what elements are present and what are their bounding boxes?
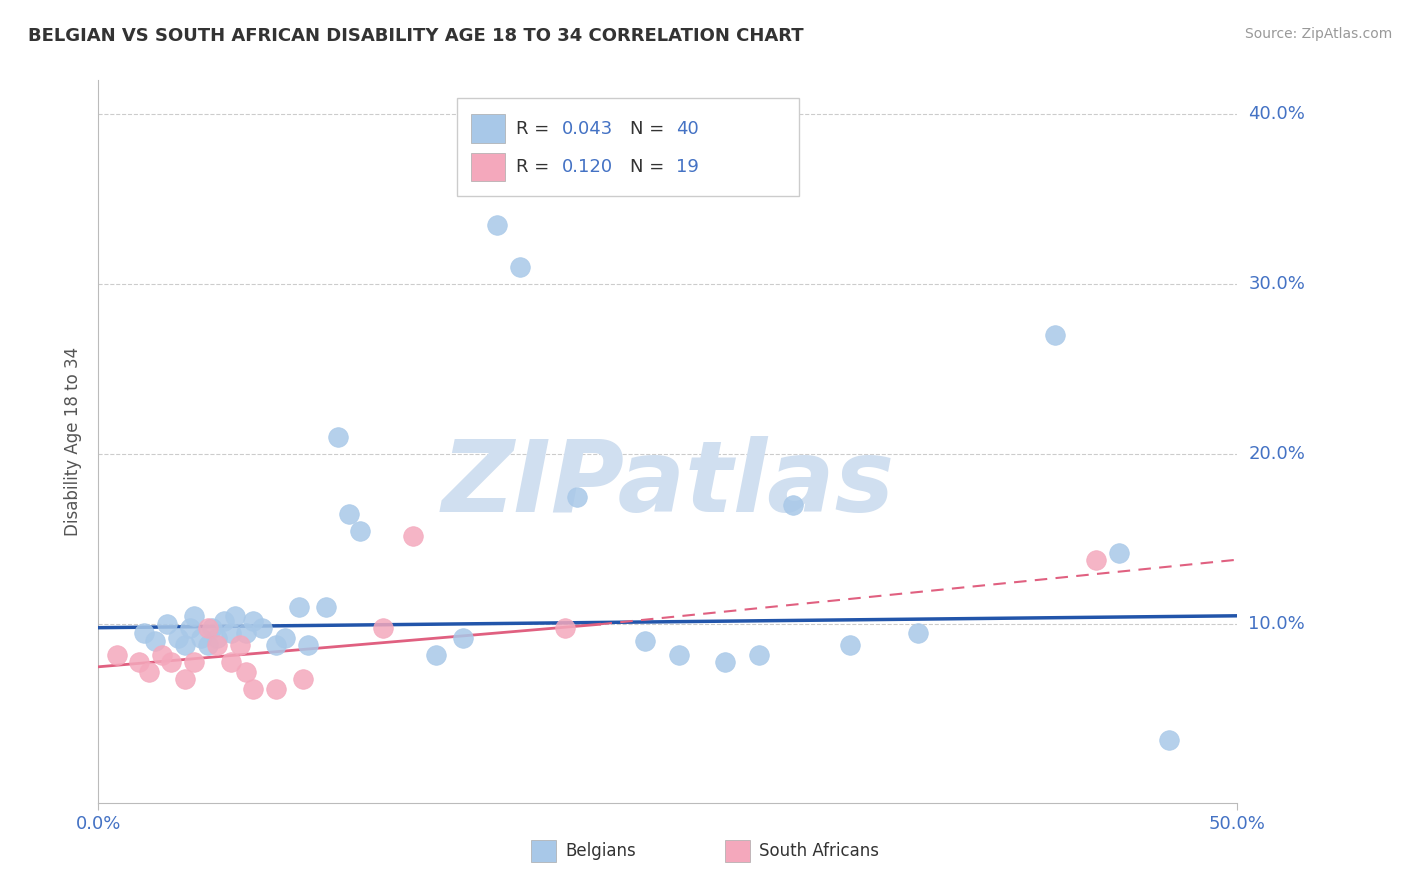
Point — [297, 638, 319, 652]
Point — [128, 655, 150, 669]
Point — [264, 638, 287, 652]
Point — [264, 681, 287, 696]
Text: R =: R = — [516, 158, 555, 176]
Point — [242, 614, 264, 628]
Text: 19: 19 — [676, 158, 699, 176]
Point — [839, 638, 862, 652]
Text: N =: N = — [630, 120, 671, 137]
Point — [274, 631, 297, 645]
Point — [145, 634, 167, 648]
Point — [554, 621, 576, 635]
Point — [190, 631, 212, 645]
Point — [315, 600, 337, 615]
Point — [326, 430, 349, 444]
Text: R =: R = — [516, 120, 555, 137]
Point — [349, 524, 371, 538]
Text: N =: N = — [630, 158, 671, 176]
Point — [425, 648, 447, 662]
Point — [288, 600, 311, 615]
Point — [219, 625, 242, 640]
Point — [634, 634, 657, 648]
Text: Source: ZipAtlas.com: Source: ZipAtlas.com — [1244, 27, 1392, 41]
Point — [197, 638, 219, 652]
Point — [105, 648, 128, 662]
Point — [228, 638, 250, 652]
Point — [179, 621, 201, 635]
Point — [371, 621, 394, 635]
Point — [160, 655, 183, 669]
FancyBboxPatch shape — [725, 840, 749, 862]
Text: 20.0%: 20.0% — [1249, 445, 1305, 463]
Point — [167, 631, 190, 645]
Point — [212, 614, 235, 628]
Text: BELGIAN VS SOUTH AFRICAN DISABILITY AGE 18 TO 34 CORRELATION CHART: BELGIAN VS SOUTH AFRICAN DISABILITY AGE … — [28, 27, 804, 45]
Point — [907, 625, 929, 640]
Point — [174, 672, 197, 686]
Point — [205, 631, 228, 645]
Point — [668, 648, 690, 662]
Point — [205, 638, 228, 652]
Point — [201, 621, 224, 635]
Point — [219, 655, 242, 669]
Y-axis label: Disability Age 18 to 34: Disability Age 18 to 34 — [65, 347, 83, 536]
Text: 0.043: 0.043 — [562, 120, 613, 137]
Point — [174, 638, 197, 652]
Point — [183, 608, 205, 623]
Text: 10.0%: 10.0% — [1249, 615, 1305, 633]
Text: 40.0%: 40.0% — [1249, 105, 1305, 123]
Point — [1085, 552, 1108, 566]
Text: 30.0%: 30.0% — [1249, 276, 1305, 293]
Point — [252, 621, 274, 635]
Point — [150, 648, 173, 662]
FancyBboxPatch shape — [471, 153, 505, 181]
Point — [235, 625, 257, 640]
Text: South Africans: South Africans — [759, 842, 879, 860]
Point — [132, 625, 155, 640]
Point — [1043, 328, 1066, 343]
Point — [235, 665, 257, 679]
Point — [509, 260, 531, 275]
Text: 0.120: 0.120 — [562, 158, 613, 176]
Point — [1157, 732, 1180, 747]
Point — [197, 621, 219, 635]
Point — [714, 655, 737, 669]
Point — [292, 672, 315, 686]
Point — [748, 648, 770, 662]
Point — [337, 507, 360, 521]
FancyBboxPatch shape — [531, 840, 557, 862]
Point — [782, 498, 804, 512]
FancyBboxPatch shape — [471, 114, 505, 143]
Point — [224, 608, 246, 623]
Point — [486, 218, 509, 232]
Text: 40: 40 — [676, 120, 699, 137]
Text: Belgians: Belgians — [565, 842, 636, 860]
Point — [1108, 546, 1130, 560]
Point — [402, 529, 425, 543]
Text: ZIPatlas: ZIPatlas — [441, 436, 894, 533]
Point — [242, 681, 264, 696]
Point — [156, 617, 179, 632]
Point — [183, 655, 205, 669]
Point — [138, 665, 160, 679]
FancyBboxPatch shape — [457, 98, 799, 196]
Point — [565, 490, 588, 504]
Point — [451, 631, 474, 645]
